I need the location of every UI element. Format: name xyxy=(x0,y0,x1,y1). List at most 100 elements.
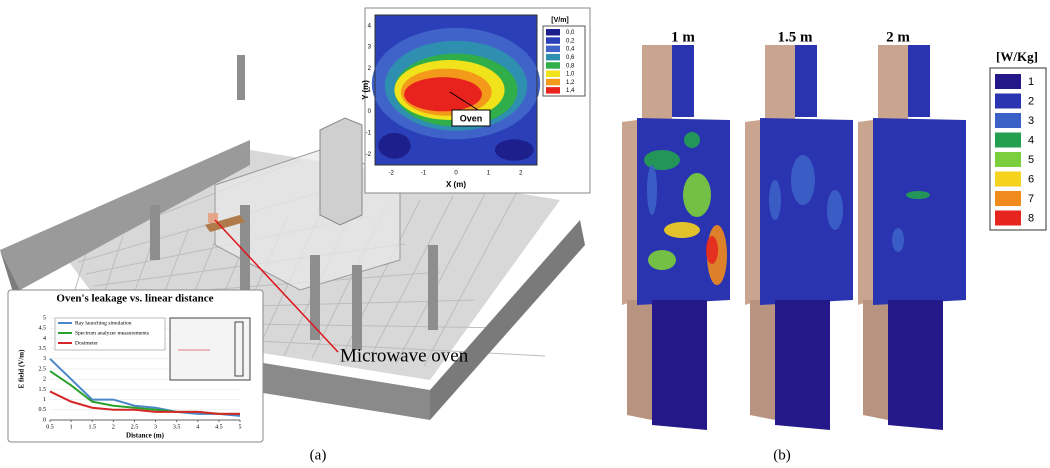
legend-label: 1,0 xyxy=(566,72,575,78)
x-tick-label: 0.5 xyxy=(46,424,54,430)
panel-label: (a) xyxy=(310,447,327,463)
body-head xyxy=(908,45,930,117)
legend-label: Ray launching simulation xyxy=(75,320,132,326)
body-legs xyxy=(888,300,943,430)
x-tick-label: 2 xyxy=(112,424,115,430)
pillar xyxy=(428,245,438,330)
body-back xyxy=(627,300,652,420)
legend-label: 4 xyxy=(1028,134,1034,146)
sar-region xyxy=(644,150,680,170)
sar-region xyxy=(647,165,657,215)
x-axis-label: Distance (m) xyxy=(126,432,165,440)
legend-swatch xyxy=(995,113,1021,128)
legend-swatch xyxy=(546,29,560,36)
heatmap-region xyxy=(495,139,534,160)
legend-label: 6 xyxy=(1028,173,1034,185)
marker-label: Oven xyxy=(460,113,483,123)
distance-label: 1 m xyxy=(671,29,695,45)
body-back xyxy=(858,120,873,305)
x-tick-label: 5 xyxy=(239,424,242,430)
legend-title: [W/Kg] xyxy=(996,49,1038,64)
distance-label: 2 m xyxy=(886,29,910,45)
legend-swatch xyxy=(546,62,560,68)
y-tick-label: 5 xyxy=(43,315,46,321)
sar-region xyxy=(769,180,781,220)
x-tick-label: 1 xyxy=(70,424,73,430)
body-back xyxy=(642,45,672,128)
legend-swatch xyxy=(995,152,1021,167)
y-tick-label: 4 xyxy=(43,336,46,342)
figure: (a) (b) Microwave oven-2-1012-2-101234X … xyxy=(0,0,1050,468)
legend-swatch xyxy=(546,37,560,44)
legend-swatch xyxy=(546,46,560,53)
sar-region xyxy=(791,155,815,205)
body-back xyxy=(750,300,775,420)
y-tick-label: 3 xyxy=(43,356,46,362)
y-tick-label: 2.5 xyxy=(39,366,47,372)
body-torso xyxy=(873,118,966,305)
thumbnail xyxy=(170,318,250,380)
heatmap-region xyxy=(404,77,482,111)
y-tick-label: 4.5 xyxy=(39,326,47,332)
cabinet xyxy=(320,118,362,225)
x-tick-label: -1 xyxy=(421,171,427,177)
y-tick-label: 0 xyxy=(43,417,46,423)
legend-label: 1,4 xyxy=(566,88,575,94)
legend-label: 1,2 xyxy=(566,80,575,86)
legend-swatch xyxy=(546,54,560,61)
y-tick-label: 1.5 xyxy=(39,387,47,393)
y-tick-label: 3.5 xyxy=(39,346,47,352)
legend-box xyxy=(543,26,585,96)
legend-label: 3 xyxy=(1028,115,1034,127)
body-back xyxy=(745,120,760,305)
sar-region xyxy=(906,191,930,199)
legend-label: Spectrum analyzer measurements xyxy=(75,330,149,336)
legend-swatch xyxy=(546,71,560,78)
legend-label: 0,8 xyxy=(566,63,575,69)
x-tick-label: 4.5 xyxy=(215,424,223,430)
body-back xyxy=(863,300,888,420)
y-tick-label: 0.5 xyxy=(39,407,47,413)
pillar xyxy=(237,55,245,100)
legend-label: 7 xyxy=(1028,193,1034,205)
legend-swatch xyxy=(995,172,1021,187)
y-tick-label: -1 xyxy=(366,130,372,136)
sar-region xyxy=(827,190,843,230)
panel-label: (b) xyxy=(773,447,791,463)
legend-swatch xyxy=(546,87,560,94)
legend-label: 0,2 xyxy=(566,38,575,44)
legend-label: 0,0 xyxy=(566,30,575,36)
legend-swatch xyxy=(995,74,1021,89)
sar-region xyxy=(664,222,700,238)
legend-label: 1 xyxy=(1028,76,1034,88)
body-back xyxy=(878,45,908,128)
sar-region xyxy=(706,236,718,264)
body-head xyxy=(672,45,694,117)
legend-label: Dosimeter xyxy=(75,340,98,346)
sar-region xyxy=(684,132,700,148)
legend-label: 0,6 xyxy=(566,55,575,61)
y-tick-label: 2 xyxy=(43,377,46,383)
legend-swatch xyxy=(546,79,560,86)
distance-label: 1.5 m xyxy=(778,29,814,45)
x-tick-label: 3 xyxy=(154,424,157,430)
sar-region xyxy=(892,228,904,252)
body-back xyxy=(622,120,637,305)
y-tick-label: 1 xyxy=(43,397,46,403)
legend-swatch xyxy=(995,94,1021,109)
legend-label: 8 xyxy=(1028,212,1034,224)
x-tick-label: 1.5 xyxy=(88,424,96,430)
y-axis-label: Y (m) xyxy=(361,80,370,100)
pillar xyxy=(352,265,362,350)
sar-region xyxy=(648,250,676,270)
x-tick-label: 2.5 xyxy=(131,424,139,430)
legend-label: 0,4 xyxy=(566,47,575,53)
chart-title: Oven's leakage vs. linear distance xyxy=(56,293,213,305)
x-tick-label: -2 xyxy=(389,171,395,177)
legend-label: 5 xyxy=(1028,154,1034,166)
y-tick-label: -2 xyxy=(366,152,372,158)
callout-label: Microwave oven xyxy=(340,345,469,366)
legend-label: 2 xyxy=(1028,95,1034,107)
body-legs xyxy=(652,300,707,430)
pillar xyxy=(150,205,160,260)
